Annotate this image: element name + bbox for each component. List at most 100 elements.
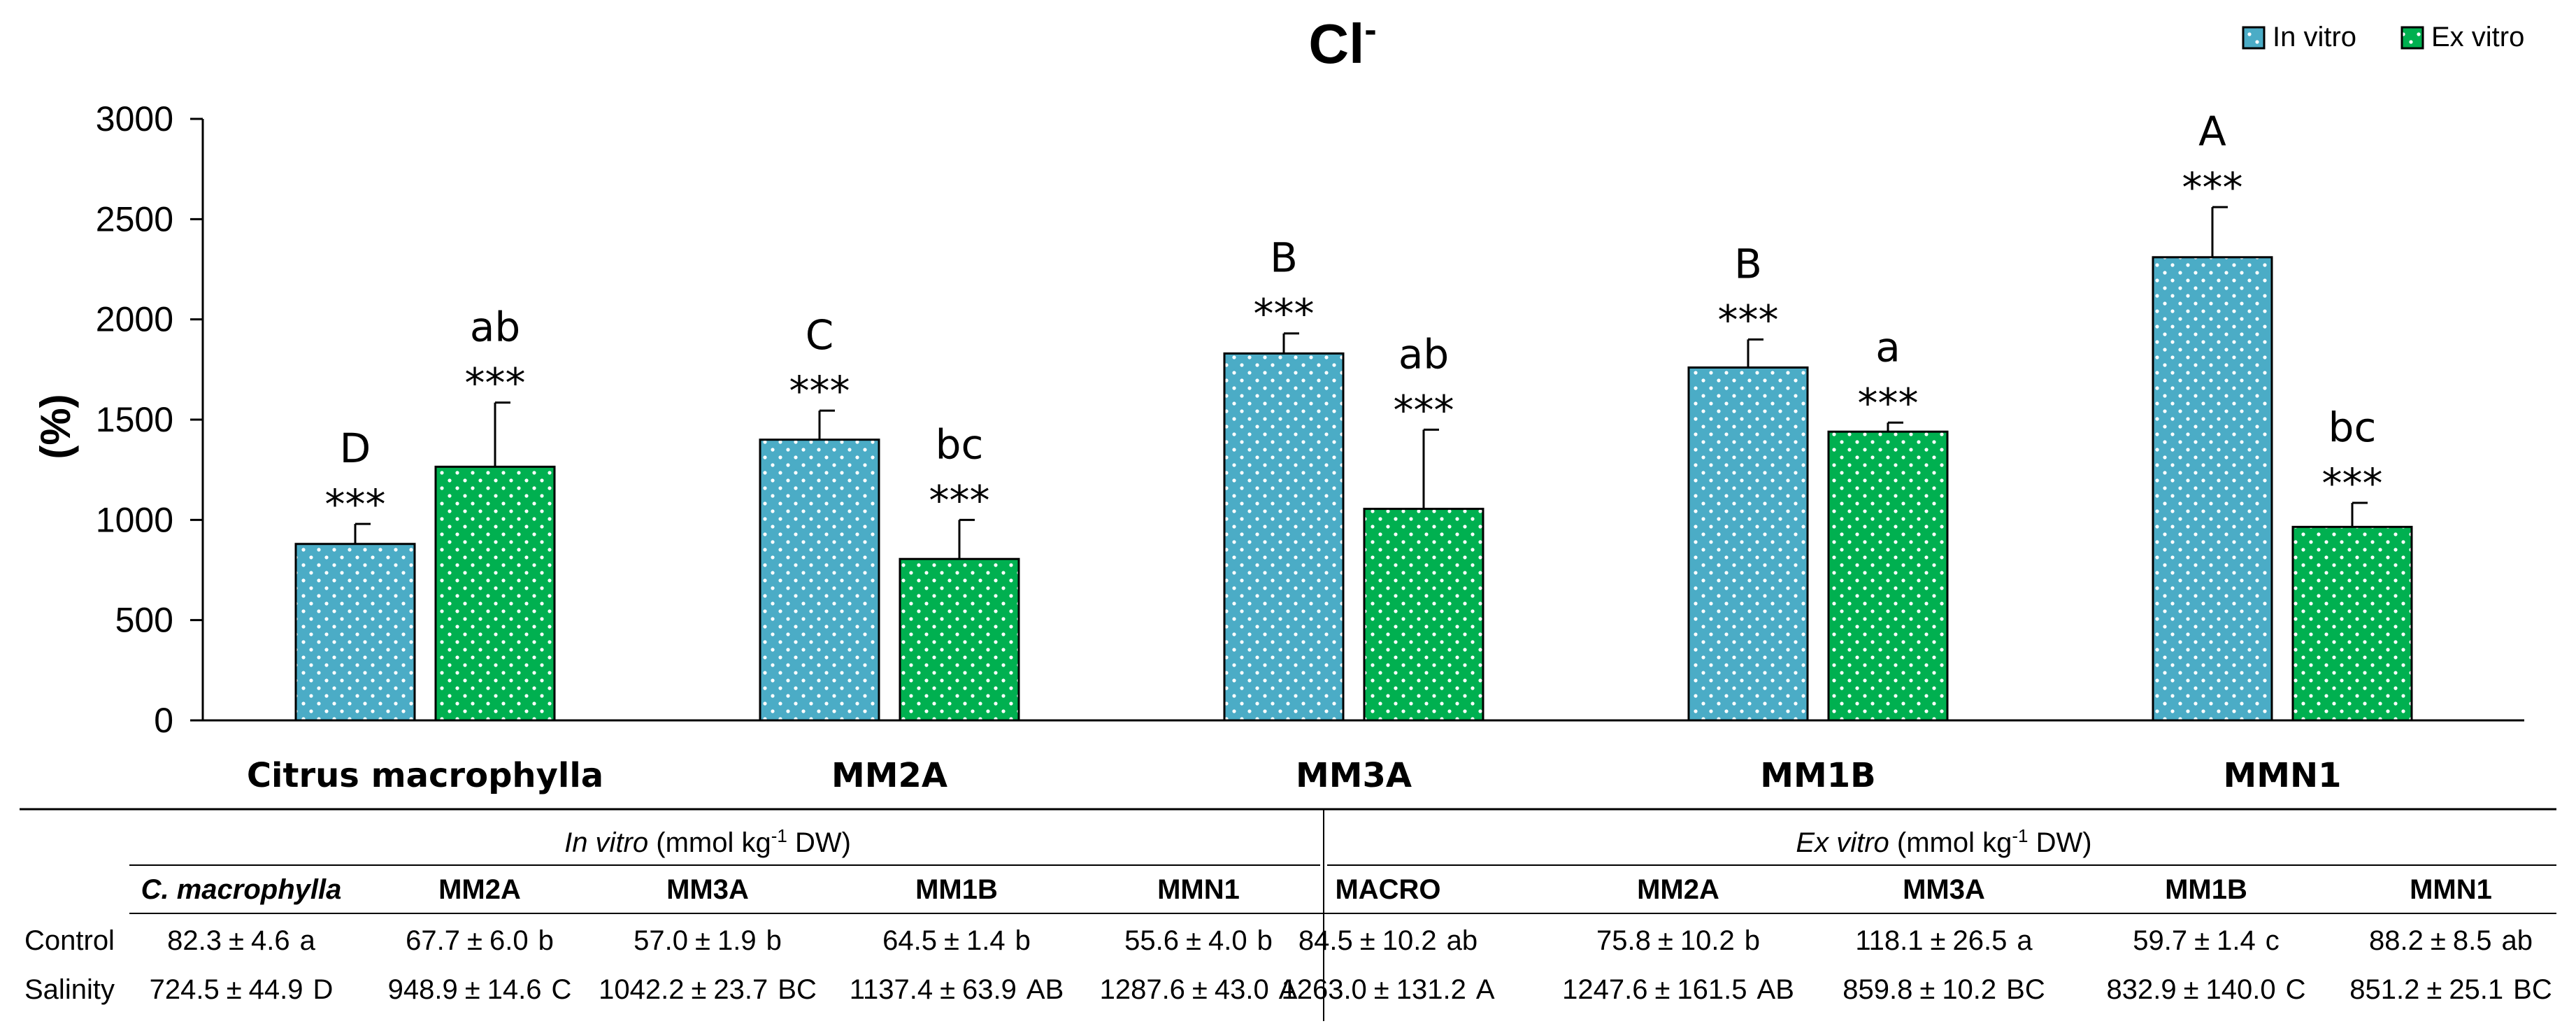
table-cell: 88.2 ±8.5 ab: [2369, 925, 2533, 956]
table-cell: 1042.2 ±23.7 BC: [599, 974, 817, 1005]
ex-vitro-col-header: MACRO: [1335, 874, 1440, 905]
ex-vitro-section-header: Ex vitro (mmol kg-1 DW): [1796, 825, 2091, 858]
chart-title: Cl-: [1308, 10, 1376, 75]
y-tick-label: 1500: [96, 400, 173, 439]
cell-error: 131.2: [1396, 974, 1466, 1005]
cell-value: 1247.6: [1562, 974, 1647, 1005]
y-tick-label: 1000: [96, 500, 173, 539]
cell-error: 26.5: [1952, 925, 2007, 956]
cell-value: 724.5: [150, 974, 220, 1005]
cell-value: 948.9: [388, 974, 458, 1005]
cell-error: 6.0: [489, 925, 529, 956]
row-label: Control: [24, 925, 115, 956]
cell-letter: A: [1476, 974, 1495, 1005]
table-cell: 1247.6 ±161.5 AB: [1562, 974, 1794, 1005]
x-category-label: MM3A: [1296, 756, 1412, 795]
cell-pm: ±: [2431, 925, 2446, 956]
group-letter: bc: [2328, 404, 2377, 451]
table-cell: 75.8 ±10.2 b: [1596, 925, 1760, 956]
cell-letter: a: [2017, 925, 2033, 956]
cell-letter: BC: [2006, 974, 2045, 1005]
cell-error: 14.6: [487, 974, 542, 1005]
row-label: Salinity: [24, 974, 115, 1005]
chart-title-main: Cl: [1308, 13, 1364, 75]
x-category-label: MM2A: [831, 756, 947, 795]
cell-error: 4.0: [1208, 925, 1247, 956]
cell-pm: ±: [940, 974, 955, 1005]
group-letter: bc: [936, 420, 984, 468]
cell-pm: ±: [1931, 925, 1946, 956]
cell-error: 1.4: [2217, 925, 2256, 956]
table-cell: 57.0 ±1.9 b: [634, 925, 782, 956]
cell-value: 57.0: [634, 925, 688, 956]
cell-pm: ±: [1919, 974, 1935, 1005]
cell-pm: ±: [1654, 974, 1670, 1005]
x-category-label: MM1B: [1760, 756, 1876, 795]
cell-value: 859.8: [1842, 974, 1912, 1005]
cell-letter: b: [1257, 925, 1273, 956]
cell-letter: C: [2286, 974, 2306, 1005]
cell-value: 118.1: [1855, 925, 1923, 956]
table-cell: 859.8 ±10.2 BC: [1842, 974, 2045, 1005]
table-column-headers: C. macrophylla MM2A MM3A MM1B MMN1 MACRO MM2A M…: [141, 874, 2492, 905]
cell-letter: AB: [1757, 974, 1794, 1005]
cell-letter: BC: [778, 974, 817, 1005]
cell-error: 44.9: [249, 974, 303, 1005]
significance-stars: ***: [1858, 379, 1919, 427]
legend-label-ex-vitro: Ex vitro: [2431, 22, 2524, 52]
group-letter: D: [340, 425, 371, 472]
ex-vitro-col-header: MM2A: [1637, 874, 1719, 905]
cell-error: 8.5: [2453, 925, 2492, 956]
cell-error: 1.9: [717, 925, 757, 956]
cell-error: 140.0: [2206, 974, 2276, 1005]
y-axis-ticks: 0 500 1000 1500 2000 2500 3000: [96, 99, 203, 740]
group-letter: B: [1270, 234, 1298, 282]
table-cell: 82.3 ±4.6 a: [167, 925, 315, 956]
cell-pm: ±: [1186, 925, 1201, 956]
table-cell: 851.2 ±25.1 BC: [2349, 974, 2552, 1005]
cell-pm: ±: [2426, 974, 2442, 1005]
legend: In vitro Ex vitro: [2242, 22, 2524, 52]
in-vitro-section-header: In vitro (mmol kg-1 DW): [564, 825, 851, 858]
cell-letter: a: [300, 925, 316, 956]
cell-value: 82.3: [167, 925, 222, 956]
cell-error: 10.2: [1942, 974, 1996, 1005]
in-vitro-col-header: MM3A: [666, 874, 749, 905]
y-tick-label: 3000: [96, 99, 173, 138]
significance-stars: ***: [1394, 386, 1454, 434]
bar-in-vitro-0: [294, 543, 416, 722]
cell-value: 88.2: [2369, 925, 2424, 956]
cell-pm: ±: [467, 925, 482, 956]
cell-pm: ±: [229, 925, 244, 956]
significance-stars: ***: [325, 480, 386, 528]
significance-stars: ***: [929, 476, 990, 524]
cell-letter: b: [1745, 925, 1760, 956]
cell-error: 10.2: [1382, 925, 1437, 956]
cell-pm: ±: [1658, 925, 1673, 956]
cell-letter: A: [1279, 974, 1298, 1005]
y-tick-label: 2000: [96, 300, 173, 339]
bars: [294, 206, 2413, 722]
significance-stars: ***: [465, 359, 526, 407]
bar-ex-vitro-4: [2291, 525, 2413, 722]
bar-ex-vitro-2: [1363, 508, 1484, 722]
group-letter: ab: [470, 304, 520, 351]
cell-error: 4.6: [251, 925, 290, 956]
cell-error: 43.0: [1215, 974, 1269, 1005]
group-letter: a: [1875, 323, 1901, 371]
group-letter: A: [2198, 108, 2226, 155]
table-cell: 948.9 ±14.6 C: [388, 974, 572, 1005]
cell-pm: ±: [691, 974, 706, 1005]
cell-value: 1263.0: [1281, 974, 1366, 1005]
cell-letter: AB: [1026, 974, 1064, 1005]
cell-letter: BC: [2513, 974, 2552, 1005]
cell-error: 63.9: [962, 974, 1017, 1005]
cell-pm: ±: [944, 925, 959, 956]
bar-in-vitro-4: [2152, 256, 2273, 722]
cell-value: 1042.2: [599, 974, 684, 1005]
legend-swatch-in-vitro: [2242, 26, 2266, 50]
ex-vitro-col-header: MMN1: [2410, 874, 2492, 905]
cell-value: 64.5: [882, 925, 937, 956]
cell-pm: ±: [695, 925, 710, 956]
cell-letter: ab: [2501, 925, 2533, 956]
